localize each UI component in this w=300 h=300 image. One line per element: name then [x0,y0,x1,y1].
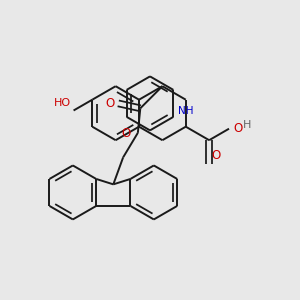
Text: H: H [243,120,251,130]
Text: O: O [233,122,242,135]
Text: O: O [212,149,221,162]
Text: HO: HO [54,98,71,108]
Text: O: O [105,97,114,110]
Text: NH: NH [178,106,194,116]
Text: O: O [121,127,130,140]
